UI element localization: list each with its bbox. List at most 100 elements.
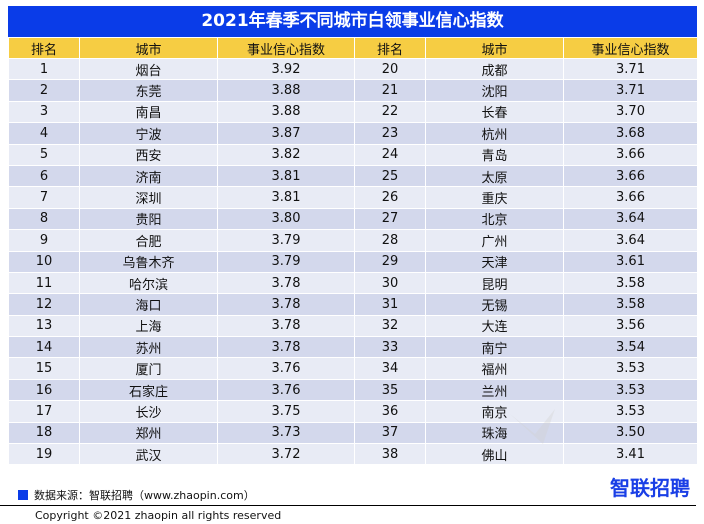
index-cell: 3.76	[217, 357, 355, 380]
table-row: 11 哈尔滨 3.78 30 昆明 3.58	[8, 271, 698, 295]
index-cell: 3.71	[563, 57, 698, 81]
rank-cell: 17	[8, 400, 80, 423]
rank-cell: 3	[8, 100, 80, 124]
table-row: 5 西安 3.82 24 青岛 3.66	[8, 143, 698, 166]
index-table-container: 2021年春季不同城市白领事业信心指数 排名 城市 事业信心指数 排名 城市 事业信心指数…	[8, 6, 698, 466]
table-row: 16 石家庄 3.76 35 兰州 3.53	[8, 378, 698, 402]
index-cell: 3.73	[217, 421, 355, 445]
index-cell: 3.64	[563, 229, 698, 252]
index-cell: 3.92	[217, 57, 355, 81]
index-cell: 3.78	[217, 314, 355, 338]
city-cell: 太原	[425, 164, 564, 188]
city-cell: 合肥	[79, 229, 218, 252]
city-cell: 大连	[425, 314, 564, 338]
index-cell: 3.80	[217, 207, 355, 231]
rank-cell: 24	[354, 143, 426, 166]
rank-cell: 22	[354, 100, 426, 124]
city-cell: 海口	[79, 293, 218, 316]
index-cell: 3.53	[563, 400, 698, 423]
table-row: 9 合肥 3.79 28 广州 3.64	[8, 229, 698, 252]
index-cell: 3.58	[563, 293, 698, 316]
city-cell: 佛山	[425, 443, 564, 466]
rank-cell: 27	[354, 207, 426, 231]
rank-cell: 28	[354, 229, 426, 252]
index-cell: 3.61	[563, 250, 698, 273]
rank-cell: 8	[8, 207, 80, 231]
city-cell: 成都	[425, 57, 564, 81]
city-cell: 南京	[425, 400, 564, 423]
rank-cell: 18	[8, 421, 80, 445]
rank-cell: 26	[354, 186, 426, 209]
zhaopin-logo: 智联招聘	[610, 476, 690, 500]
column-header: 事业信心指数	[217, 37, 355, 59]
legend-square-icon	[18, 490, 28, 500]
table-row: 1 烟台 3.92 20 成都 3.71	[8, 57, 698, 81]
rank-cell: 12	[8, 293, 80, 316]
index-cell: 3.41	[563, 443, 698, 466]
rank-cell: 2	[8, 79, 80, 102]
index-cell: 3.76	[217, 378, 355, 402]
rank-cell: 31	[354, 293, 426, 316]
city-cell: 哈尔滨	[79, 271, 218, 295]
index-cell: 3.78	[217, 271, 355, 295]
index-cell: 3.82	[217, 143, 355, 166]
index-cell: 3.50	[563, 421, 698, 445]
city-cell: 苏州	[79, 336, 218, 359]
table-title: 2021年春季不同城市白领事业信心指数	[8, 6, 697, 37]
city-cell: 乌鲁木齐	[79, 250, 218, 273]
city-cell: 贵阳	[79, 207, 218, 231]
index-cell: 3.87	[217, 122, 355, 145]
table-row: 12 海口 3.78 31 无锡 3.58	[8, 293, 698, 316]
city-cell: 北京	[425, 207, 564, 231]
table-row: 10 乌鲁木齐 3.79 29 天津 3.61	[8, 250, 698, 273]
table-row: 15 厦门 3.76 34 福州 3.53	[8, 357, 698, 380]
city-cell: 福州	[425, 357, 564, 380]
index-cell: 3.78	[217, 293, 355, 316]
copyright: Copyright ©2021 zhaopin all rights reser…	[35, 509, 282, 522]
city-cell: 珠海	[425, 421, 564, 445]
index-cell: 3.88	[217, 79, 355, 102]
source-note: 数据来源：智联招聘（www.zhaopin.com）	[18, 487, 255, 503]
table-row: 13 上海 3.78 32 大连 3.56	[8, 314, 698, 338]
rank-cell: 15	[8, 357, 80, 380]
index-cell: 3.56	[563, 314, 698, 338]
city-cell: 长沙	[79, 400, 218, 423]
header-row: 排名 城市 事业信心指数 排名 城市 事业信心指数	[8, 37, 698, 59]
table-row: 3 南昌 3.88 22 长春 3.70	[8, 100, 698, 124]
city-cell: 昆明	[425, 271, 564, 295]
table-row: 2 东莞 3.88 21 沈阳 3.71	[8, 79, 698, 102]
column-header: 排名	[354, 37, 426, 59]
rank-cell: 23	[354, 122, 426, 145]
index-cell: 3.64	[563, 207, 698, 231]
table-row: 18 郑州 3.73 37 珠海 3.50	[8, 421, 698, 445]
rank-cell: 4	[8, 122, 80, 145]
table-row: 14 苏州 3.78 33 南宁 3.54	[8, 336, 698, 359]
city-cell: 天津	[425, 250, 564, 273]
rank-cell: 6	[8, 164, 80, 188]
city-cell: 宁波	[79, 122, 218, 145]
rank-cell: 14	[8, 336, 80, 359]
table-row: 8 贵阳 3.80 27 北京 3.64	[8, 207, 698, 231]
table-row: 17 长沙 3.75 36 南京 3.53	[8, 400, 698, 423]
rank-cell: 35	[354, 378, 426, 402]
rank-cell: 38	[354, 443, 426, 466]
rank-cell: 34	[354, 357, 426, 380]
city-cell: 烟台	[79, 57, 218, 81]
city-cell: 石家庄	[79, 378, 218, 402]
index-cell: 3.88	[217, 100, 355, 124]
index-cell: 3.72	[217, 443, 355, 466]
index-cell: 3.81	[217, 164, 355, 188]
index-cell: 3.81	[217, 186, 355, 209]
city-cell: 沈阳	[425, 79, 564, 102]
city-cell: 上海	[79, 314, 218, 338]
index-cell: 3.66	[563, 164, 698, 188]
table-row: 7 深圳 3.81 26 重庆 3.66	[8, 186, 698, 209]
rank-cell: 19	[8, 443, 80, 466]
index-cell: 3.53	[563, 357, 698, 380]
rank-cell: 10	[8, 250, 80, 273]
city-cell: 南昌	[79, 100, 218, 124]
city-cell: 济南	[79, 164, 218, 188]
rank-cell: 20	[354, 57, 426, 81]
city-cell: 郑州	[79, 421, 218, 445]
index-cell: 3.54	[563, 336, 698, 359]
